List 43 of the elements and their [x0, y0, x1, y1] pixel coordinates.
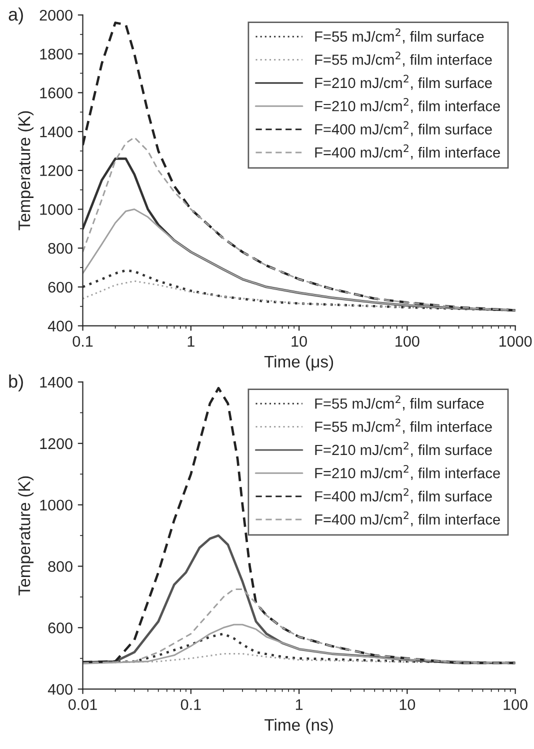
legend-label: F=400 mJ/cm$^{2}$, film interface: [315, 144, 500, 160]
y-tick-label: 1800: [40, 48, 72, 60]
text: b): [9, 374, 23, 392]
x-tick-label: 0.01: [68, 699, 97, 710]
legend-label: F=210 mJ/cm$^{2}$, film surface: [315, 442, 492, 457]
x-axis-title: Time (μs): [264, 355, 334, 371]
y-tick-label: 1400: [40, 376, 72, 388]
y-tick-label: 1200: [40, 438, 72, 450]
x-tick-label: 100: [504, 699, 528, 710]
x-tick-label: 1000: [499, 336, 532, 347]
legend-label: F=55 mJ/cm$^{2}$, film interface: [315, 418, 492, 434]
legend-label: F=55 mJ/cm$^{2}$, film interface: [315, 52, 492, 67]
x-tick-label: 10: [400, 699, 416, 710]
y-tick-label: 800: [48, 561, 72, 572]
y-tick-label: 1400: [40, 126, 72, 138]
y-tick-label: 800: [48, 242, 72, 254]
x-tick-label: 1: [296, 699, 303, 710]
x-tick-label: 1: [188, 336, 194, 347]
y-axis-title: Temperature (K): [18, 476, 34, 596]
y-tick-label: 600: [48, 282, 72, 293]
legend-label: F=210 mJ/cm$^{2}$, film surface: [315, 74, 492, 90]
x-tick-label: 100: [396, 336, 420, 347]
legend-label: F=400 mJ/cm$^{2}$, film surface: [315, 488, 492, 504]
x-tick-label: 0.1: [180, 699, 201, 710]
legend-label: F=55 mJ/cm$^{2}$, film surface: [315, 395, 484, 410]
x-tick-label: 10: [292, 336, 307, 347]
y-axis-title: Temperature (K): [18, 111, 34, 230]
legend-label: F=55 mJ/cm$^{2}$, film surface: [315, 28, 484, 44]
text: a): [8, 7, 23, 24]
y-tick-label: 400: [48, 320, 72, 332]
y-tick-label: 1600: [40, 88, 72, 98]
x-axis-title: Time (ns): [264, 718, 333, 734]
legend-label: F=210 mJ/cm$^{2}$, film interface: [315, 98, 500, 114]
legend-label: F=400 mJ/cm$^{2}$, film interface: [315, 511, 500, 526]
y-tick-label: 400: [48, 684, 72, 695]
y-tick-label: 1200: [40, 165, 72, 176]
legend-label: F=210 mJ/cm$^{2}$, film interface: [315, 465, 500, 480]
y-tick-label: 600: [48, 622, 72, 634]
y-tick-label: 1000: [40, 500, 72, 511]
y-tick-label: 1000: [40, 204, 72, 215]
legend-label: F=400 mJ/cm$^{2}$, film surface: [315, 121, 492, 136]
x-tick-label: 0.1: [72, 336, 93, 347]
y-tick-label: 2000: [40, 10, 72, 21]
